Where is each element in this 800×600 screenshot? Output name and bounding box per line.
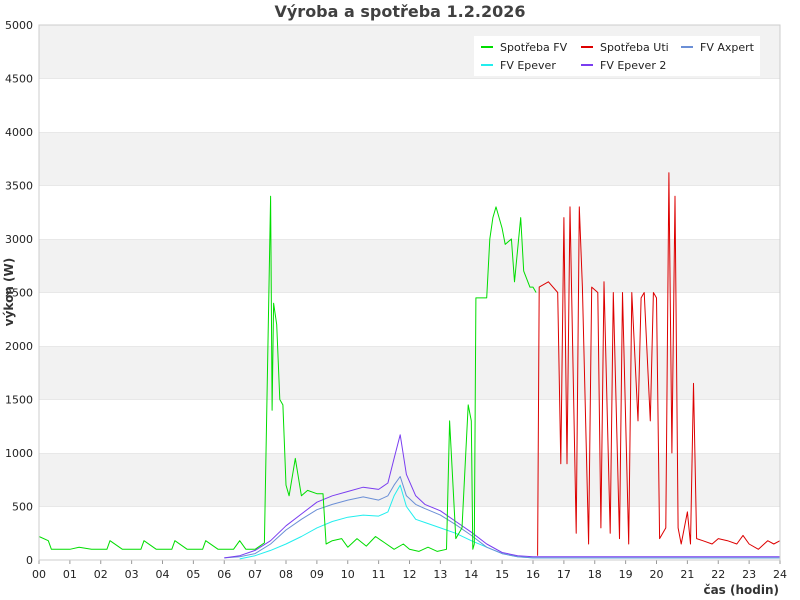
y-tick-label: 3000 — [5, 233, 33, 246]
y-tick-label: 500 — [12, 501, 33, 514]
series-line-spot-eba-uti — [537, 172, 781, 556]
x-tick-label: 18 — [588, 568, 602, 581]
legend-label: Spotřeba Uti — [600, 41, 669, 54]
legend-label: Spotřeba FV — [500, 41, 568, 54]
y-tick-label: 3500 — [5, 180, 33, 193]
grid-band — [39, 453, 780, 507]
x-tick-label: 11 — [372, 568, 386, 581]
grid-band — [39, 506, 780, 560]
x-tick-label: 20 — [650, 568, 664, 581]
x-tick-label: 10 — [341, 568, 355, 581]
y-tick-label: 4500 — [5, 73, 33, 86]
x-tick-label: 14 — [464, 568, 478, 581]
legend-label: FV Epever — [500, 59, 556, 72]
x-tick-label: 03 — [125, 568, 139, 581]
x-ticks: 00 01 02 03 04 05 06 07 08 09 10 11 12 13 14 15 16 17 18 19… — [32, 560, 787, 581]
y-ticks: 0 500 1000 1500 2000 2500 3000 3500 4000 4500 5000 — [5, 19, 33, 567]
x-tick-label: 24 — [773, 568, 787, 581]
x-tick-label: 22 — [711, 568, 725, 581]
x-tick-label: 02 — [94, 568, 108, 581]
grid-band — [39, 239, 780, 293]
x-tick-label: 09 — [310, 568, 324, 581]
plot-frame — [38, 24, 781, 561]
grid-band — [39, 346, 780, 400]
y-tick-label: 4000 — [5, 126, 33, 139]
grid-band — [39, 292, 780, 346]
legend-label: FV Axpert — [700, 41, 755, 54]
chart-title: Výroba a spotřeba 1.2.2026 — [274, 2, 525, 21]
x-axis-label: čas (hodin) — [703, 583, 779, 597]
x-tick-label: 12 — [403, 568, 417, 581]
x-tick-label: 23 — [742, 568, 756, 581]
x-tick-label: 04 — [156, 568, 170, 581]
x-tick-label: 19 — [619, 568, 633, 581]
legend: Spotřeba FV Spotřeba Uti FV Axpert FV Epeve… — [474, 36, 760, 76]
x-tick-label: 16 — [526, 568, 540, 581]
series-line-fv-axpert — [224, 476, 780, 559]
grid-bands — [39, 24, 780, 560]
series-line-spot-eba-fv — [38, 195, 537, 552]
grid-band — [39, 399, 780, 453]
legend-label: FV Epever 2 — [600, 59, 666, 72]
y-tick-label: 1000 — [5, 447, 33, 460]
series-lines — [38, 172, 781, 560]
grid-band — [39, 185, 780, 239]
y-tick-label: 0 — [26, 554, 33, 567]
series-line-fv-epever-2 — [224, 434, 780, 559]
legend-box — [474, 36, 760, 76]
y-tick-label: 2500 — [5, 287, 33, 300]
x-tick-label: 15 — [495, 568, 509, 581]
x-tick-label: 08 — [279, 568, 293, 581]
x-tick-label: 00 — [32, 568, 46, 581]
y-tick-label: 5000 — [5, 19, 33, 32]
y-tick-label: 1500 — [5, 394, 33, 407]
y-axis-label: výkon (W) — [2, 258, 16, 326]
x-tick-label: 17 — [557, 568, 571, 581]
x-tick-label: 07 — [248, 568, 262, 581]
x-tick-label: 05 — [186, 568, 200, 581]
x-tick-label: 21 — [680, 568, 694, 581]
x-tick-label: 13 — [433, 568, 447, 581]
grid-band — [39, 132, 780, 186]
grid-band — [39, 78, 780, 132]
y-tick-label: 2000 — [5, 340, 33, 353]
x-tick-label: 06 — [217, 568, 231, 581]
x-tick-label: 01 — [63, 568, 77, 581]
